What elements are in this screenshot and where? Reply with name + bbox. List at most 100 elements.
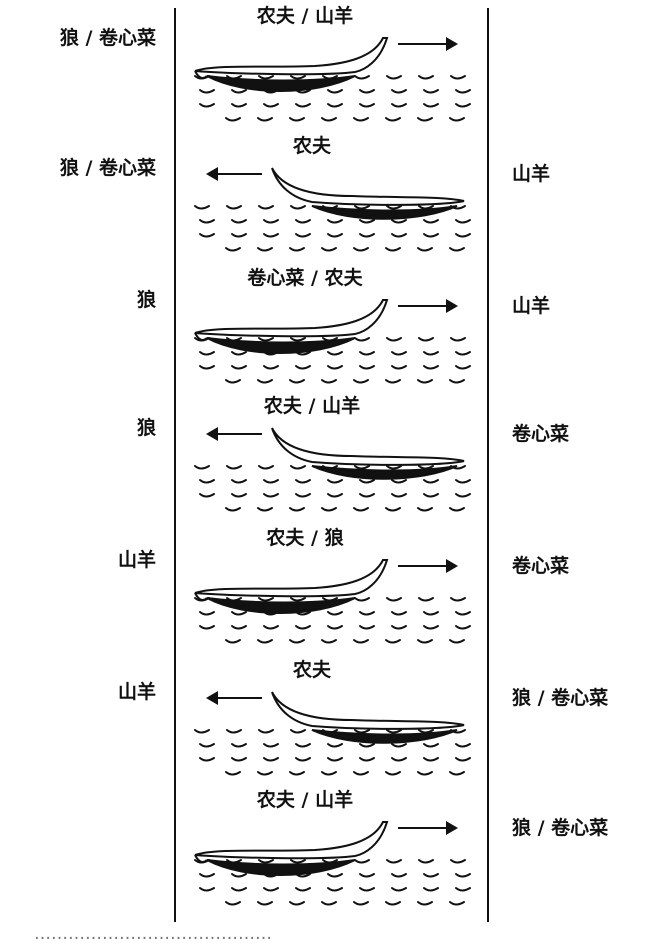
scene-mark (417, 771, 433, 776)
right-bank-label: 狼 / 卷心菜 (512, 817, 609, 839)
scene-mark (423, 625, 439, 630)
scene-mark (199, 611, 215, 616)
scene-mark (386, 337, 402, 342)
scene-mark (449, 379, 465, 384)
scene-mark (199, 219, 215, 224)
scene-mark (385, 117, 401, 122)
scene-mark (386, 205, 402, 210)
scene-mark (263, 743, 279, 748)
scene-mark (391, 351, 407, 356)
scene-mark (386, 597, 402, 602)
scene-mark (263, 493, 279, 498)
scene-mark (359, 757, 375, 762)
scene-mark (199, 873, 215, 878)
scene-mark (290, 337, 306, 342)
scene-mark (353, 771, 369, 776)
scene-mark (289, 247, 305, 252)
scene-mark (263, 479, 279, 484)
scene-mark (449, 639, 465, 644)
scene-mark (263, 103, 279, 108)
scene-mark (353, 117, 369, 122)
scene-mark (423, 219, 439, 224)
scene-mark (446, 299, 458, 313)
left-bank-label: 狼 / 卷心菜 (59, 27, 156, 49)
scene-mark (231, 743, 247, 748)
scene-mark (258, 75, 274, 80)
scene-4 (194, 427, 471, 512)
scene-mark (449, 901, 465, 906)
scene-mark (289, 117, 305, 122)
scene-mark (295, 479, 311, 484)
scene-mark (386, 859, 402, 864)
scene-mark (353, 639, 369, 644)
scene-mark (231, 493, 247, 498)
scene-mark (231, 479, 247, 484)
scene-mark (418, 465, 434, 470)
scene-mark (322, 729, 338, 734)
scene-mark (386, 465, 402, 470)
scene-mark (455, 103, 471, 108)
scene-mark (327, 611, 343, 616)
scene-mark (295, 493, 311, 498)
scene-mark (295, 351, 311, 356)
scene-mark (322, 205, 338, 210)
scene-mark (258, 465, 274, 470)
scene-mark (423, 103, 439, 108)
scene-mark (423, 611, 439, 616)
scene-mark (231, 233, 247, 238)
scene-mark (295, 625, 311, 630)
scene-mark (257, 247, 273, 252)
scene-mark (359, 365, 375, 370)
scene-mark (418, 75, 434, 80)
left-bank-label: 山羊 (117, 681, 156, 703)
scene-mark (455, 625, 471, 630)
scene-mark (225, 639, 241, 644)
scene-mark (226, 465, 242, 470)
scene-mark (423, 887, 439, 892)
scene-mark (257, 379, 273, 384)
scene-mark (231, 219, 247, 224)
scene-mark (386, 729, 402, 734)
scene-mark (263, 365, 279, 370)
scene-mark (327, 351, 343, 356)
scene-mark (359, 611, 375, 616)
scene-mark (417, 901, 433, 906)
scene-mark (423, 351, 439, 356)
scene-mark (231, 103, 247, 108)
scene-mark (257, 117, 273, 122)
scene-mark (391, 873, 407, 878)
scene-mark (418, 205, 434, 210)
scene-mark (391, 743, 407, 748)
scene-mark (199, 351, 215, 356)
scene-mark (295, 887, 311, 892)
scene-mark (385, 771, 401, 776)
scene-mark (449, 507, 465, 512)
scene-mark (206, 691, 218, 705)
scene-mark (354, 75, 370, 80)
scene-mark (225, 507, 241, 512)
scene-mark (289, 507, 305, 512)
scene-mark (225, 901, 241, 906)
scene-mark (353, 379, 369, 384)
scene-mark (455, 219, 471, 224)
scene-mark (199, 89, 215, 94)
scene-mark (295, 757, 311, 762)
scene-mark (423, 743, 439, 748)
scene-mark (194, 37, 389, 76)
scene-mark (226, 75, 242, 80)
scene-mark (194, 859, 210, 864)
scene-mark (194, 597, 210, 602)
left-bank-label: 狼 (136, 417, 156, 439)
scene-mark (359, 743, 375, 748)
right-bank-label: 卷心菜 (512, 423, 570, 445)
scene-mark (322, 337, 338, 342)
scene-mark (199, 365, 215, 370)
scene-mark (322, 859, 338, 864)
scene-6 (194, 691, 471, 776)
scene-mark (263, 887, 279, 892)
scene-mark (450, 75, 466, 80)
scene-mark (359, 887, 375, 892)
scene-mark (225, 117, 241, 122)
right-bank-label: 山羊 (512, 163, 551, 185)
